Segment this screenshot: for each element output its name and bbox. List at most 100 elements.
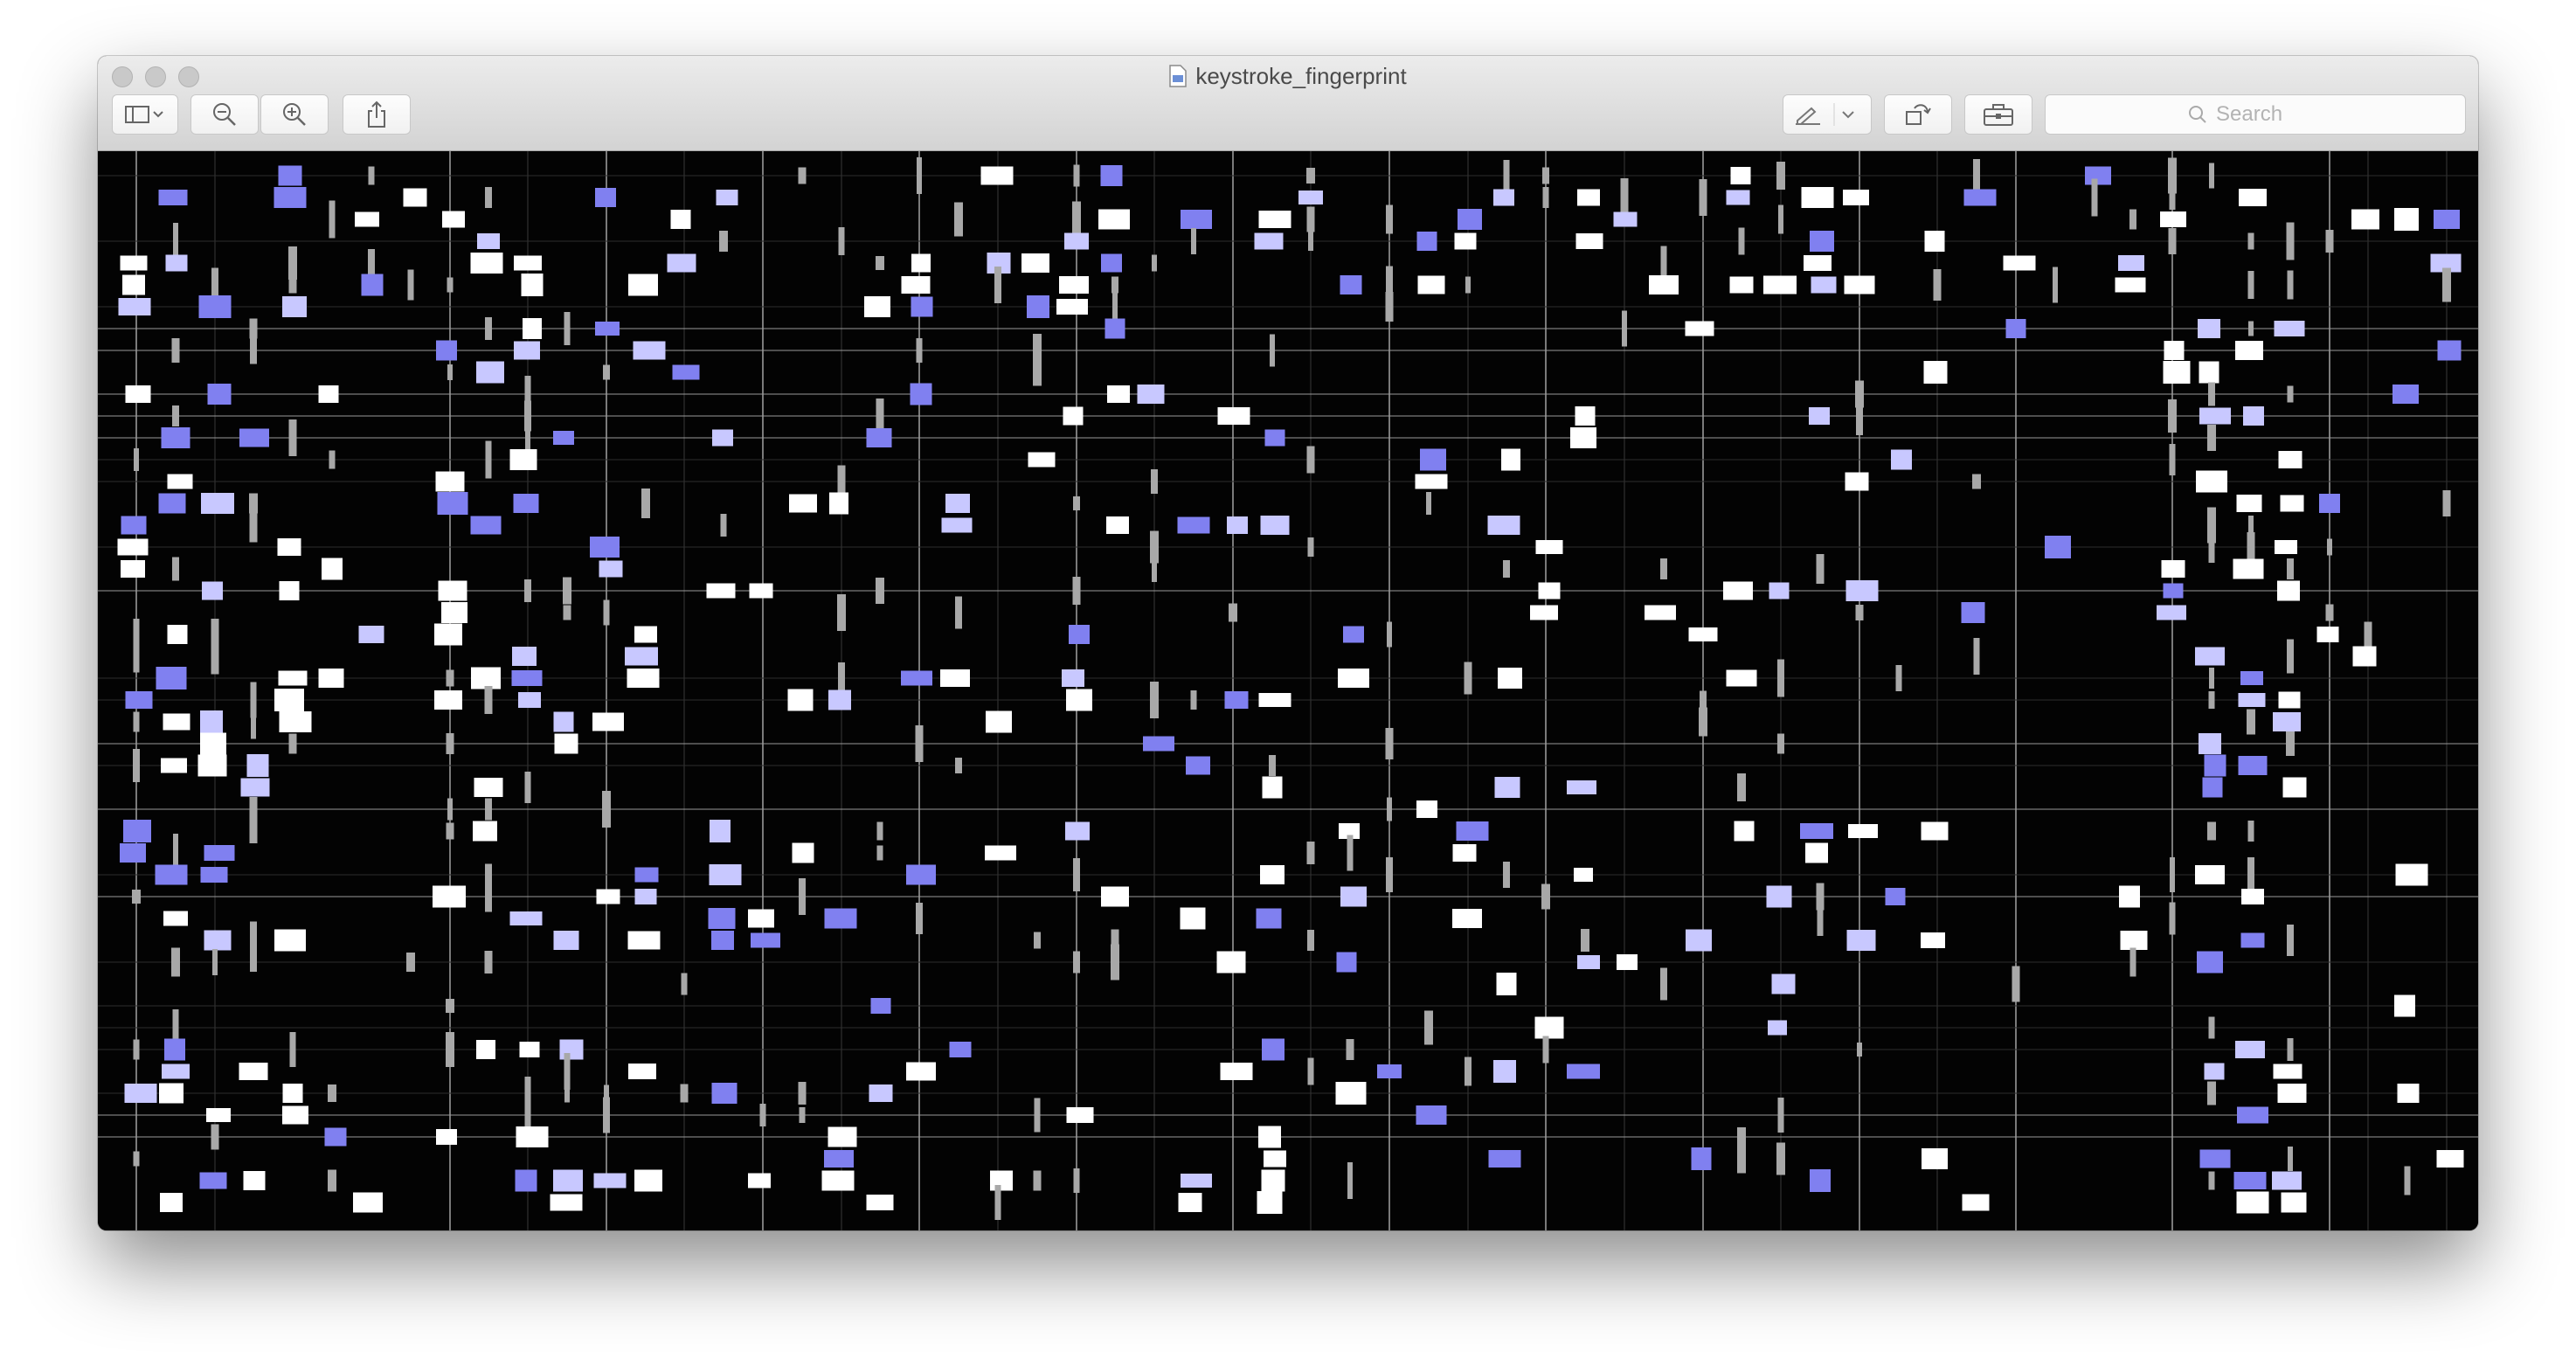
markup-button[interactable]	[1783, 94, 1872, 135]
keystroke-block	[1972, 474, 1981, 489]
document-icon	[1169, 65, 1188, 87]
keystroke-block	[869, 1084, 893, 1102]
keystroke-block	[447, 364, 453, 380]
keystroke-block	[627, 669, 660, 688]
keystroke-block	[1738, 227, 1745, 255]
share-button[interactable]	[343, 94, 411, 135]
keystroke-block	[1885, 888, 1906, 905]
keystroke-block	[2247, 271, 2254, 299]
keystroke-block	[519, 1042, 540, 1057]
keystroke-block	[1034, 1098, 1041, 1133]
zoom-in-button[interactable]	[260, 94, 329, 135]
keystroke-block	[474, 778, 503, 797]
keystroke-block	[1387, 797, 1392, 821]
keystroke-block	[1622, 310, 1627, 347]
keystroke-block	[2442, 490, 2451, 516]
minimize-button[interactable]	[145, 66, 166, 87]
keystroke-block	[133, 1151, 140, 1167]
keystroke-block	[1347, 835, 1354, 871]
keystroke-block	[1254, 232, 1284, 250]
keystroke-block	[603, 599, 610, 626]
keystroke-block	[1488, 1150, 1521, 1168]
keystroke-block	[876, 398, 884, 433]
keystroke-block	[200, 732, 226, 755]
close-button[interactable]	[112, 66, 133, 87]
keystroke-block	[2199, 407, 2231, 425]
search-input[interactable]	[2214, 101, 2323, 128]
keystroke-block	[1776, 162, 1785, 190]
keystroke-block	[1763, 275, 1797, 294]
keystroke-block	[985, 845, 1016, 861]
keystroke-block	[249, 797, 258, 821]
keystroke-block	[1855, 605, 1864, 620]
keystroke-block	[1810, 231, 1834, 252]
keystroke-block	[250, 921, 257, 960]
keystroke-block	[596, 889, 620, 904]
keystroke-block	[1809, 407, 1830, 425]
keystroke-block	[446, 1032, 454, 1067]
keystroke-block	[2327, 538, 2332, 556]
keystroke-block	[828, 689, 851, 710]
keystroke-block	[1660, 558, 1667, 579]
keystroke-block	[1073, 1168, 1080, 1193]
keystroke-block	[484, 951, 493, 974]
keystroke-block	[1620, 178, 1629, 217]
keystroke-block	[838, 662, 845, 694]
keystroke-block	[1264, 1150, 1286, 1168]
keystroke-block	[1503, 160, 1510, 191]
keystroke-block	[1377, 1064, 1402, 1078]
keystroke-block	[2281, 1192, 2307, 1213]
keystroke-block	[2199, 1149, 2231, 1168]
sidebar-toggle-button[interactable]	[112, 94, 178, 135]
keystroke-block	[2240, 932, 2265, 948]
keystroke-block	[2199, 733, 2221, 754]
keystroke-block	[476, 1040, 495, 1059]
keystroke-block	[2115, 277, 2146, 293]
keystroke-block	[564, 1084, 570, 1103]
keystroke-block	[2240, 671, 2263, 685]
keystroke-block	[2273, 1064, 2302, 1079]
keystroke-block	[172, 557, 179, 581]
keystroke-block	[1962, 1194, 1990, 1211]
keystroke-block	[524, 579, 531, 602]
keystroke-block	[442, 211, 465, 228]
keystroke-block	[485, 317, 492, 340]
keystroke-block	[211, 1124, 219, 1150]
keystroke-block	[2207, 821, 2216, 841]
keystroke-block	[250, 682, 257, 718]
keystroke-block	[2195, 647, 2225, 666]
keystroke-block	[1264, 429, 1285, 447]
keystroke-block	[161, 758, 187, 773]
rotate-button[interactable]	[1884, 94, 1952, 135]
keystroke-block	[706, 583, 736, 599]
keystroke-block	[121, 560, 145, 578]
keystroke-block	[1270, 334, 1275, 367]
search-field[interactable]	[2045, 94, 2466, 135]
keystroke-block	[132, 890, 141, 904]
keystroke-block	[1737, 1127, 1746, 1147]
keystroke-block	[2045, 536, 2071, 558]
keystroke-block	[1064, 232, 1089, 250]
keystroke-block	[1848, 824, 1878, 838]
keystroke-block	[1180, 907, 1206, 930]
keystroke-block	[433, 885, 466, 908]
keystroke-block	[798, 1082, 807, 1105]
toolbox-icon	[1984, 104, 2013, 126]
keystroke-block	[1464, 662, 1472, 695]
keystroke-fingerprint-image	[98, 151, 2478, 1230]
keystroke-block	[1150, 530, 1159, 564]
keystroke-block	[1307, 537, 1314, 557]
keystroke-block	[2247, 232, 2254, 250]
keystroke-block	[2397, 1084, 2420, 1103]
toolbox-button[interactable]	[1964, 94, 2032, 135]
keystroke-block	[1845, 472, 1869, 491]
keystroke-block	[1452, 909, 1482, 928]
zoom-out-button[interactable]	[190, 94, 259, 135]
zoom-button[interactable]	[178, 66, 199, 87]
keystroke-block	[2091, 178, 2098, 217]
keystroke-block	[279, 581, 300, 600]
keystroke-block	[2287, 925, 2294, 956]
keystroke-block	[249, 508, 258, 543]
keystroke-block	[1816, 883, 1825, 911]
keystroke-block	[1542, 1036, 1549, 1064]
